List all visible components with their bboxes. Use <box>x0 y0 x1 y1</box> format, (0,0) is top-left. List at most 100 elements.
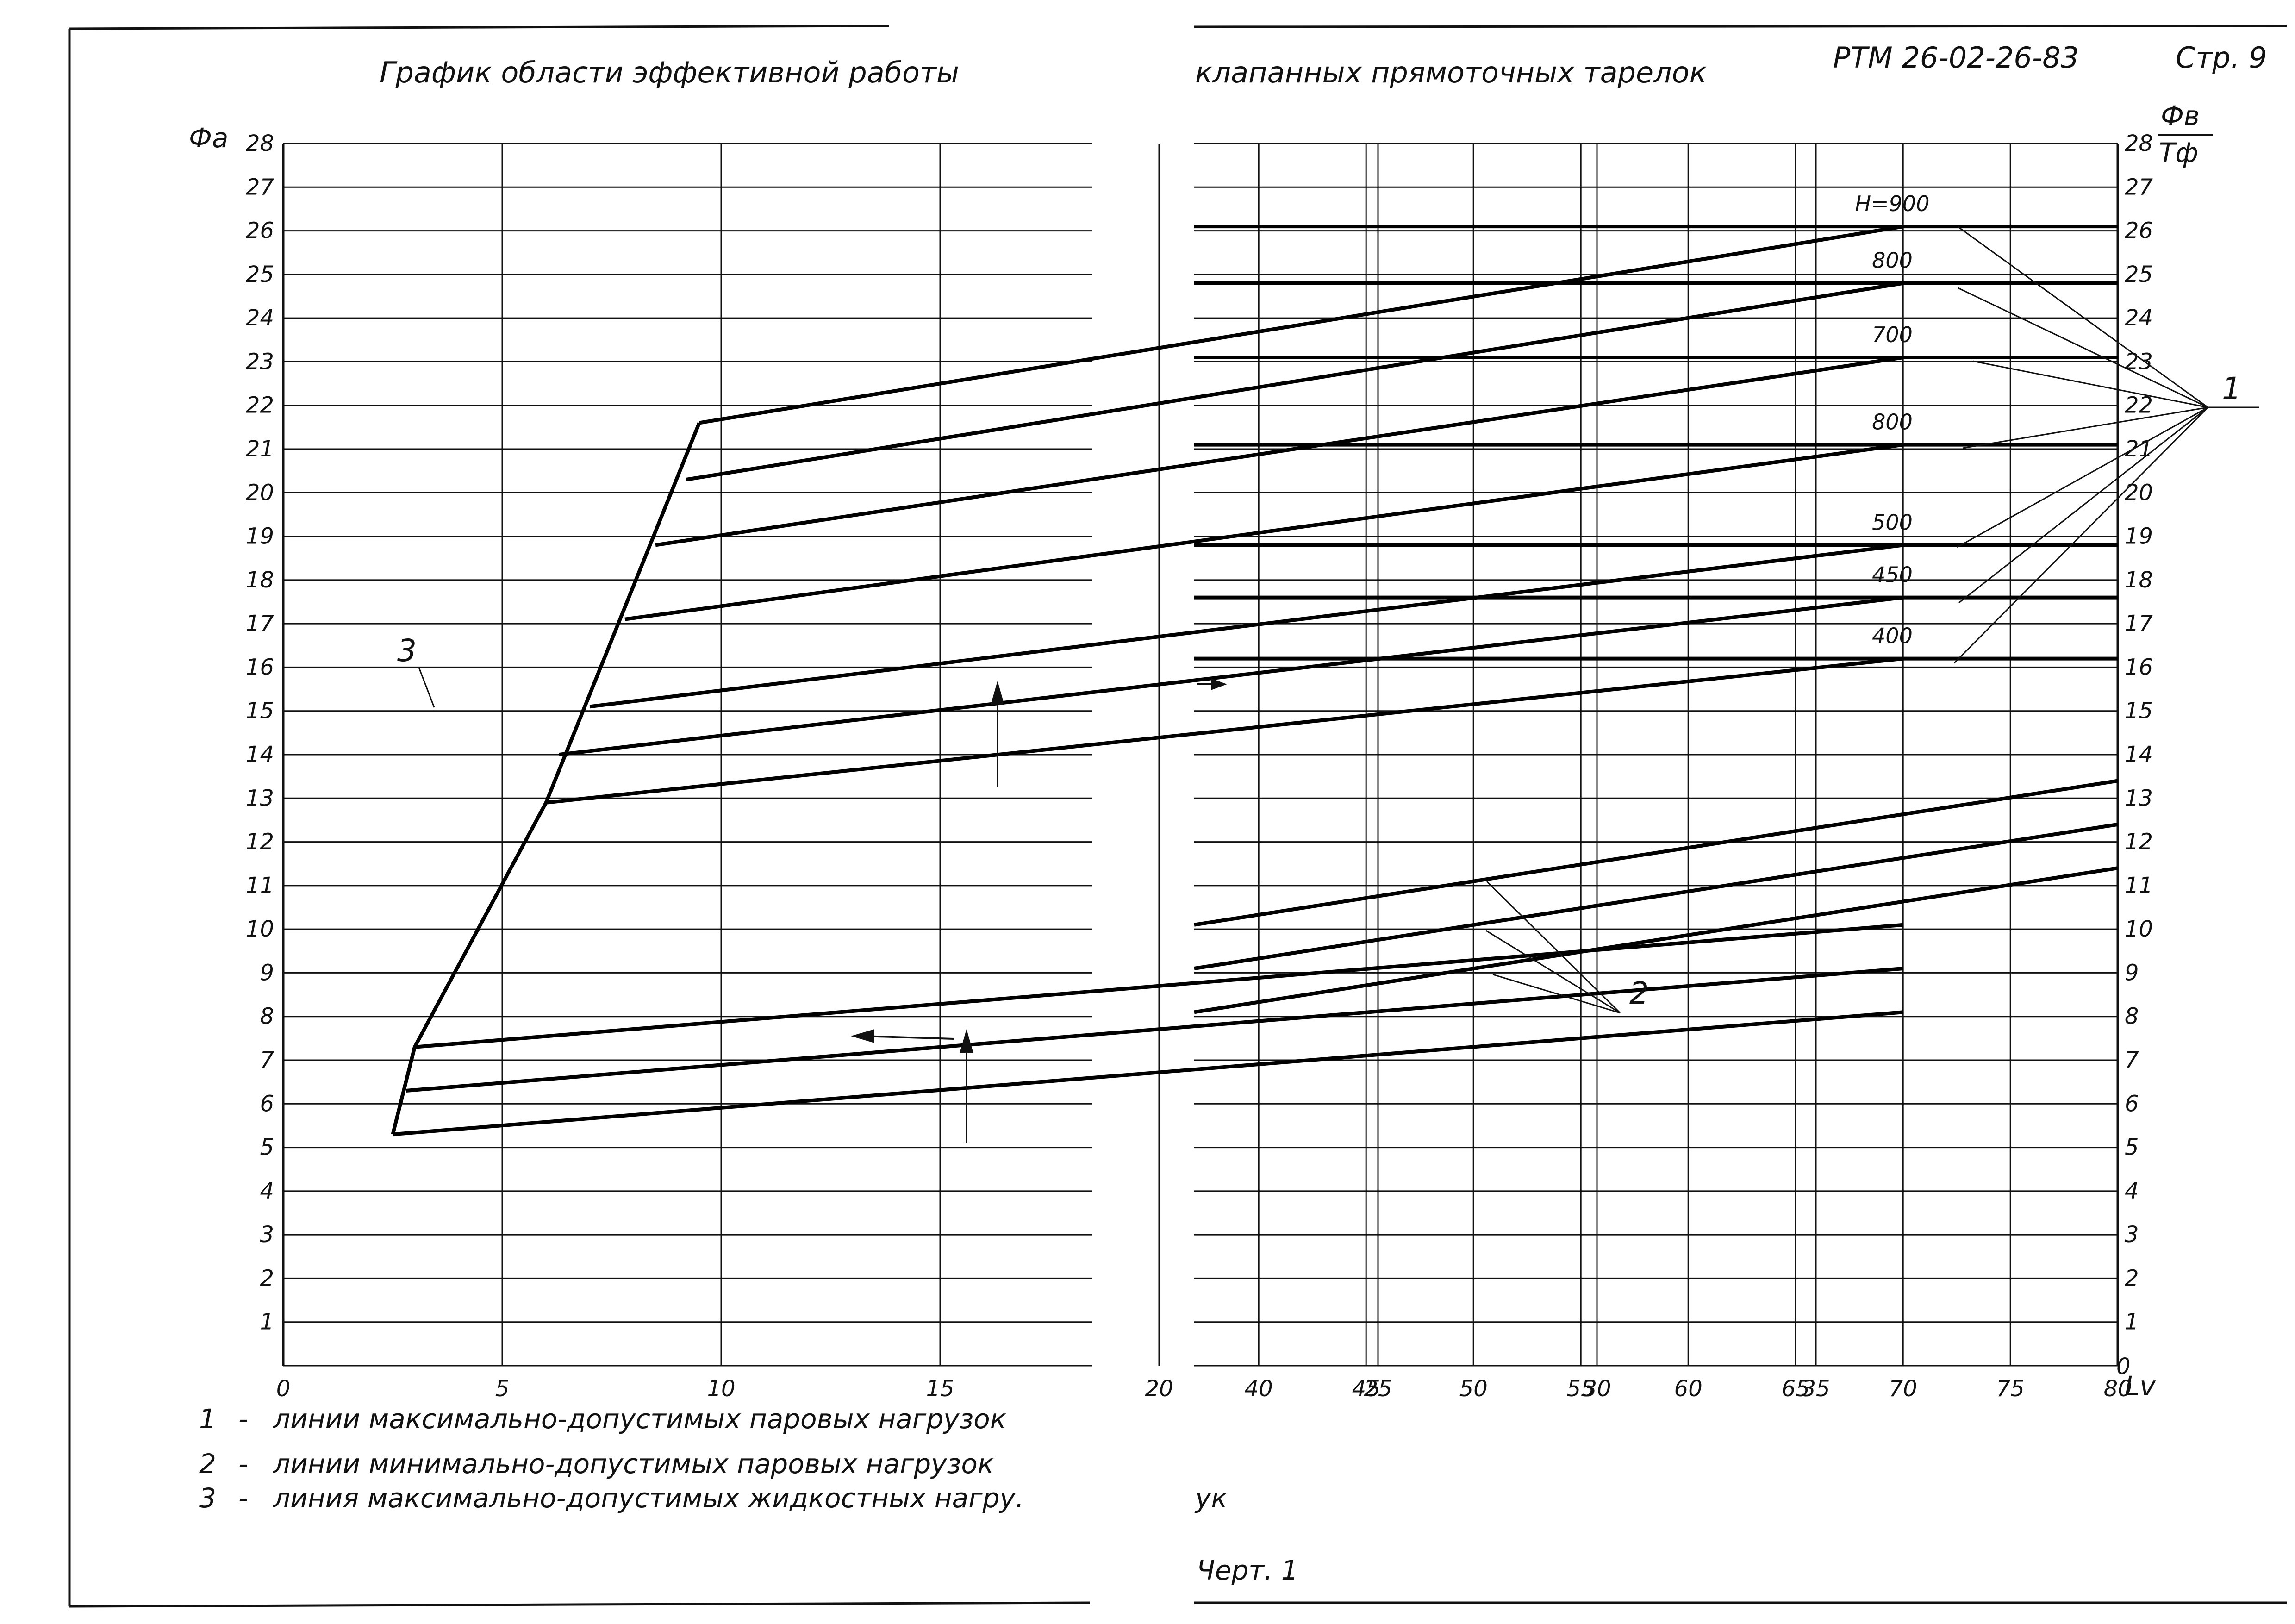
x-axis-label: Lv <box>2125 1370 2156 1402</box>
title-left: График области эффективной работы <box>380 56 959 89</box>
legend: 1 - линии максимально-допустимых паровых… <box>199 1403 1024 1514</box>
y-tick-label: 11 <box>246 873 274 899</box>
y-tick-label: 20 <box>246 480 274 506</box>
series-line <box>589 543 1904 709</box>
y-tick-label: 6 <box>260 1091 274 1117</box>
y-tick-label: 16 <box>2125 654 2153 680</box>
legend-dash: - <box>238 1482 248 1514</box>
y-tick-label: 19 <box>2125 524 2153 550</box>
y-tick-label: 21 <box>246 436 274 462</box>
y-tick-label: 10 <box>246 916 274 942</box>
x-tick-label: 50 <box>1459 1376 1488 1402</box>
callout-1-label: 1 <box>2222 371 2241 406</box>
arrow-right-head <box>1211 678 1227 690</box>
legend-item-3: 3 - линия максимально-допустимых жидкост… <box>199 1482 1024 1514</box>
left-chart-grid <box>282 143 1817 1367</box>
y-tick-label: 18 <box>2125 567 2153 593</box>
legend-dash: - <box>238 1448 248 1480</box>
y-tick-label: 5 <box>2125 1135 2139 1161</box>
curve-label: H=900 <box>1855 191 1930 216</box>
y-tick-label: 7 <box>260 1047 274 1073</box>
y-tick-label: 28 <box>246 131 274 156</box>
series-line <box>699 225 1904 425</box>
legend-item-2: 2 - линии минимально-допустимых паровых … <box>199 1448 994 1480</box>
callout-1-leader <box>1957 406 2208 548</box>
left-chart-tick-labels: 1234567891011121314151617181920212223242… <box>246 131 1830 1402</box>
y-tick-label: 5 <box>260 1135 274 1161</box>
x-tick-label: 80 <box>2104 1376 2132 1402</box>
y-tick-label: 12 <box>246 829 274 855</box>
legend-number: 1 <box>199 1403 216 1435</box>
frame-bottom-left <box>69 1601 1091 1608</box>
x-tick-label: 5 <box>495 1376 510 1402</box>
y-tick-label: 26 <box>246 218 274 244</box>
drawing-label: Черт. 1 <box>1197 1555 1298 1586</box>
x-tick-label: 70 <box>1889 1376 1917 1402</box>
curve-label: 800 <box>1872 409 1913 434</box>
y-tick-label: 23 <box>246 349 274 375</box>
page-number: Стр. 9 <box>2176 41 2267 75</box>
curve-label: 450 <box>1872 562 1913 587</box>
arrow-left-shaft <box>861 1035 954 1040</box>
y-tick-label: 7 <box>2125 1047 2139 1073</box>
series-line <box>393 1010 1904 1137</box>
y-tick-label: 24 <box>2125 305 2153 331</box>
x-tick-label: 45 <box>1352 1376 1380 1402</box>
y-tick-label: 4 <box>260 1178 274 1204</box>
x-tick-label: 40 <box>1245 1376 1273 1402</box>
y-tick-label: 13 <box>246 785 274 811</box>
x-tick-label: 55 <box>1567 1376 1595 1402</box>
y-tick-label: 19 <box>246 524 274 550</box>
frame-top-right <box>1194 25 2287 28</box>
h-curve-labels: H=900 800 700 800 500 450 400 <box>1855 191 1930 648</box>
y-tick-label: 2 <box>2125 1265 2139 1291</box>
y-tick-label: 8 <box>2125 1004 2139 1030</box>
callout-2-leader <box>1485 930 1621 1014</box>
y-tick-label: 1 <box>2125 1309 2139 1335</box>
callout-3-label: 3 <box>397 633 417 668</box>
legend-dash: - <box>238 1403 248 1435</box>
legend-fragment: ук <box>1194 1482 1227 1514</box>
y-tick-label: 16 <box>246 654 274 680</box>
right-chart-grid <box>1194 143 2119 1367</box>
series-line <box>405 967 1904 1093</box>
legend-number: 3 <box>199 1482 216 1514</box>
callout-2-leaders <box>1485 881 1621 1014</box>
curve-label: 500 <box>1872 510 1913 535</box>
series-line <box>1194 779 2118 927</box>
y-tick-label: 28 <box>2125 131 2153 156</box>
x-tick-label: 30 <box>1583 1376 1611 1402</box>
left-y-axis-label: Фа <box>189 122 228 154</box>
x-tick-label: 20 <box>1145 1376 1173 1402</box>
y-tick-label: 8 <box>260 1004 274 1030</box>
x-tick-label: 15 <box>926 1376 954 1402</box>
callout-1-leader <box>1958 287 2208 408</box>
right-y-axis-label-bottom: Тф <box>2159 137 2198 169</box>
y-tick-label: 22 <box>246 393 274 418</box>
callout-3-leader <box>418 667 435 708</box>
title-right: клапанных прямоточных тарелок <box>1195 56 1707 89</box>
left-chart-series <box>391 225 1904 1137</box>
y-tick-label: 12 <box>2125 829 2153 855</box>
legend-number: 2 <box>199 1448 216 1480</box>
y-tick-label: 13 <box>2125 785 2153 811</box>
y-tick-label: 18 <box>246 567 274 593</box>
y-tick-label: 6 <box>2125 1091 2139 1117</box>
y-tick-label: 3 <box>260 1222 274 1248</box>
y-tick-label: 1 <box>260 1309 274 1335</box>
series-line <box>655 356 1904 547</box>
legend-item-1: 1 - линии максимально-допустимых паровых… <box>199 1403 1006 1435</box>
right-chart-tick-labels: 1234567891011121314151617181920212223242… <box>1245 131 2153 1402</box>
x-tick-label: 65 <box>1782 1376 1810 1402</box>
y-tick-label: 14 <box>246 742 274 768</box>
callout-1-leader <box>1972 360 2208 408</box>
x-tick-label: 10 <box>707 1376 735 1402</box>
series-line <box>624 443 1904 621</box>
y-tick-label: 23 <box>2125 349 2153 375</box>
callout-1-leaders <box>1953 226 2259 664</box>
x-tick-label: 25 <box>1364 1376 1392 1402</box>
curve-label: 700 <box>1872 322 1913 347</box>
y-tick-label: 14 <box>2125 742 2153 768</box>
callout-2-leader <box>1486 881 1621 1014</box>
